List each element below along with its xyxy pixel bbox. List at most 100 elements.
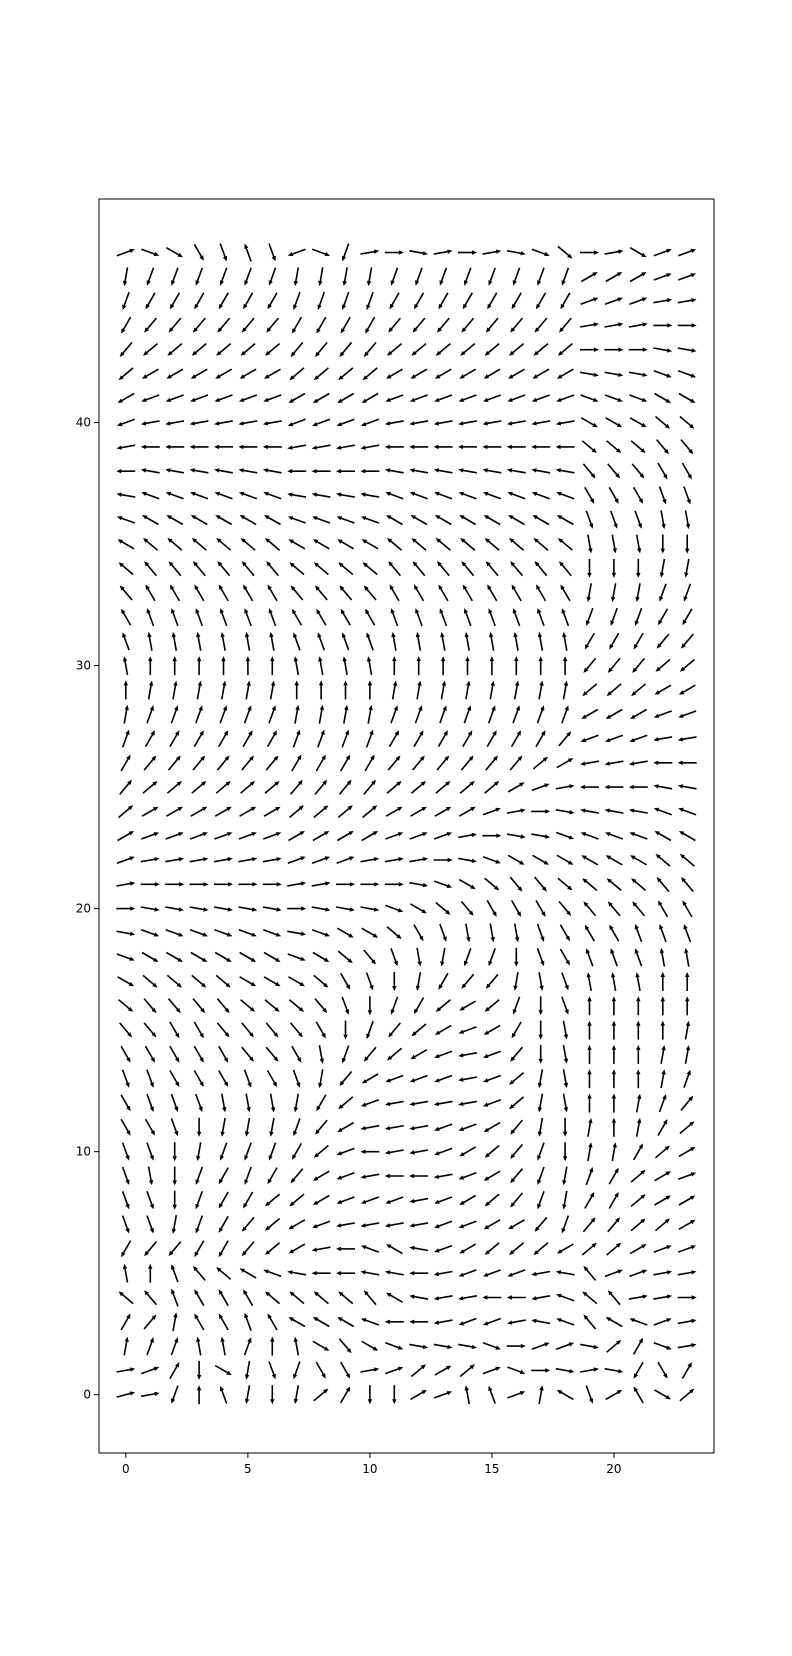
quiver-arrow xyxy=(434,491,453,500)
quiver-arrow xyxy=(486,900,497,917)
quiver-arrow xyxy=(288,1219,306,1230)
quiver-arrow xyxy=(680,439,694,455)
quiver-arrow xyxy=(411,755,425,771)
quiver-arrow xyxy=(121,1166,130,1185)
quiver-arrow xyxy=(195,1166,204,1185)
quiver-arrow xyxy=(217,561,231,577)
quiver-arrow xyxy=(318,1044,324,1064)
quiver-arrow xyxy=(635,583,641,603)
quiver-arrow xyxy=(362,367,378,381)
quiver-arrow xyxy=(604,808,624,814)
quiver-arrow xyxy=(586,972,592,992)
quiver-arrow xyxy=(168,317,182,333)
quiver-arrow xyxy=(413,924,424,942)
quiver-arrow xyxy=(605,272,623,283)
quiver-arrow xyxy=(581,1242,597,1256)
quiver-arrow xyxy=(533,876,547,892)
quiver-arrow xyxy=(240,781,256,794)
quiver-arrow xyxy=(538,656,543,676)
quiver-arrow xyxy=(384,468,404,474)
quiver-arrow xyxy=(437,730,448,748)
quiver-arrow xyxy=(238,906,258,912)
quiver-arrow xyxy=(605,1317,623,1328)
quiver-arrow xyxy=(116,1367,136,1373)
quiver-arrow xyxy=(343,704,349,724)
quiver-arrow xyxy=(214,832,233,840)
quiver-arrow xyxy=(411,342,427,356)
quiver-arrow xyxy=(409,1222,429,1228)
quiver-arrow xyxy=(117,831,135,842)
quiver-arrow xyxy=(141,1366,160,1375)
quiver-arrow xyxy=(507,1391,526,1399)
quiver-arrow xyxy=(365,316,376,334)
quiver-arrow xyxy=(293,291,301,310)
quiver-arrow xyxy=(385,904,404,913)
quiver-arrow xyxy=(287,881,306,887)
quiver-arrow xyxy=(683,924,692,943)
quiver-arrow xyxy=(172,656,177,676)
quiver-arrow xyxy=(580,297,599,306)
quiver-arrow xyxy=(434,1024,452,1035)
quiver-arrow xyxy=(387,342,403,356)
quiver-arrow xyxy=(506,444,526,450)
quiver-arrow xyxy=(439,923,447,942)
quiver-arrow xyxy=(678,710,697,718)
quiver-arrow xyxy=(391,680,398,700)
quiver-arrow xyxy=(116,953,135,961)
quiver-arrow xyxy=(556,368,574,379)
quiver-arrow xyxy=(268,1142,277,1161)
quiver-arrow xyxy=(387,755,401,771)
quiver-arrow xyxy=(287,469,307,474)
quiver-arrow xyxy=(193,1070,204,1087)
quiver-arrow xyxy=(411,538,427,551)
quiver-arrow xyxy=(607,1290,621,1306)
quiver-arrow xyxy=(433,444,453,450)
quiver-arrow xyxy=(365,729,374,748)
quiver-arrow xyxy=(653,760,673,765)
quiver-arrow xyxy=(336,469,355,474)
quiver-arrow xyxy=(165,882,185,887)
quiver-arrow xyxy=(290,1168,304,1184)
quiver-arrow xyxy=(194,1313,205,1331)
quiver-arrow xyxy=(508,1219,525,1230)
quiver-arrow xyxy=(245,656,251,676)
quiver-arrow xyxy=(433,1319,453,1325)
quiver-arrow xyxy=(435,781,451,794)
quiver-arrow xyxy=(434,1123,453,1131)
quiver-arrow xyxy=(384,444,404,450)
quiver-arrow xyxy=(318,680,324,700)
quiver-arrow xyxy=(587,1044,592,1064)
quiver-arrow xyxy=(416,680,422,700)
quiver-arrow xyxy=(270,656,275,676)
quiver-arrow xyxy=(435,999,451,1012)
quiver-arrow xyxy=(434,1050,453,1058)
quiver-arrow xyxy=(460,538,476,551)
quiver-arrow xyxy=(389,292,400,310)
quiver-arrow xyxy=(168,561,182,577)
quiver-arrow xyxy=(341,291,350,310)
quiver-arrow xyxy=(190,394,209,402)
quiver-arrow xyxy=(118,367,134,381)
quiver-arrow xyxy=(409,857,429,863)
quiver-arrow xyxy=(509,1071,525,1085)
quiver-arrow xyxy=(433,420,453,426)
quiver-arrow xyxy=(562,1044,569,1064)
quiver-arrow xyxy=(611,1142,617,1162)
quiver-arrow xyxy=(145,292,156,310)
quiver-arrow xyxy=(311,856,330,865)
quiver-arrow xyxy=(459,1000,477,1011)
quiver-arrow xyxy=(581,440,597,453)
quiver-arrow xyxy=(342,656,348,676)
quiver-arrow xyxy=(388,317,402,333)
quiver-arrow xyxy=(318,267,324,287)
quiver-arrow xyxy=(632,657,646,673)
quiver-arrow xyxy=(660,510,666,530)
quiver-arrow xyxy=(386,1244,403,1255)
quiver-arrow xyxy=(117,976,135,987)
quiver-arrow xyxy=(289,367,305,381)
quiver-arrow xyxy=(604,322,624,328)
quiver-arrow xyxy=(391,631,397,651)
quiver-arrow xyxy=(384,1100,404,1106)
quiver-arrow xyxy=(287,492,307,498)
quiver-arrow xyxy=(193,561,206,577)
